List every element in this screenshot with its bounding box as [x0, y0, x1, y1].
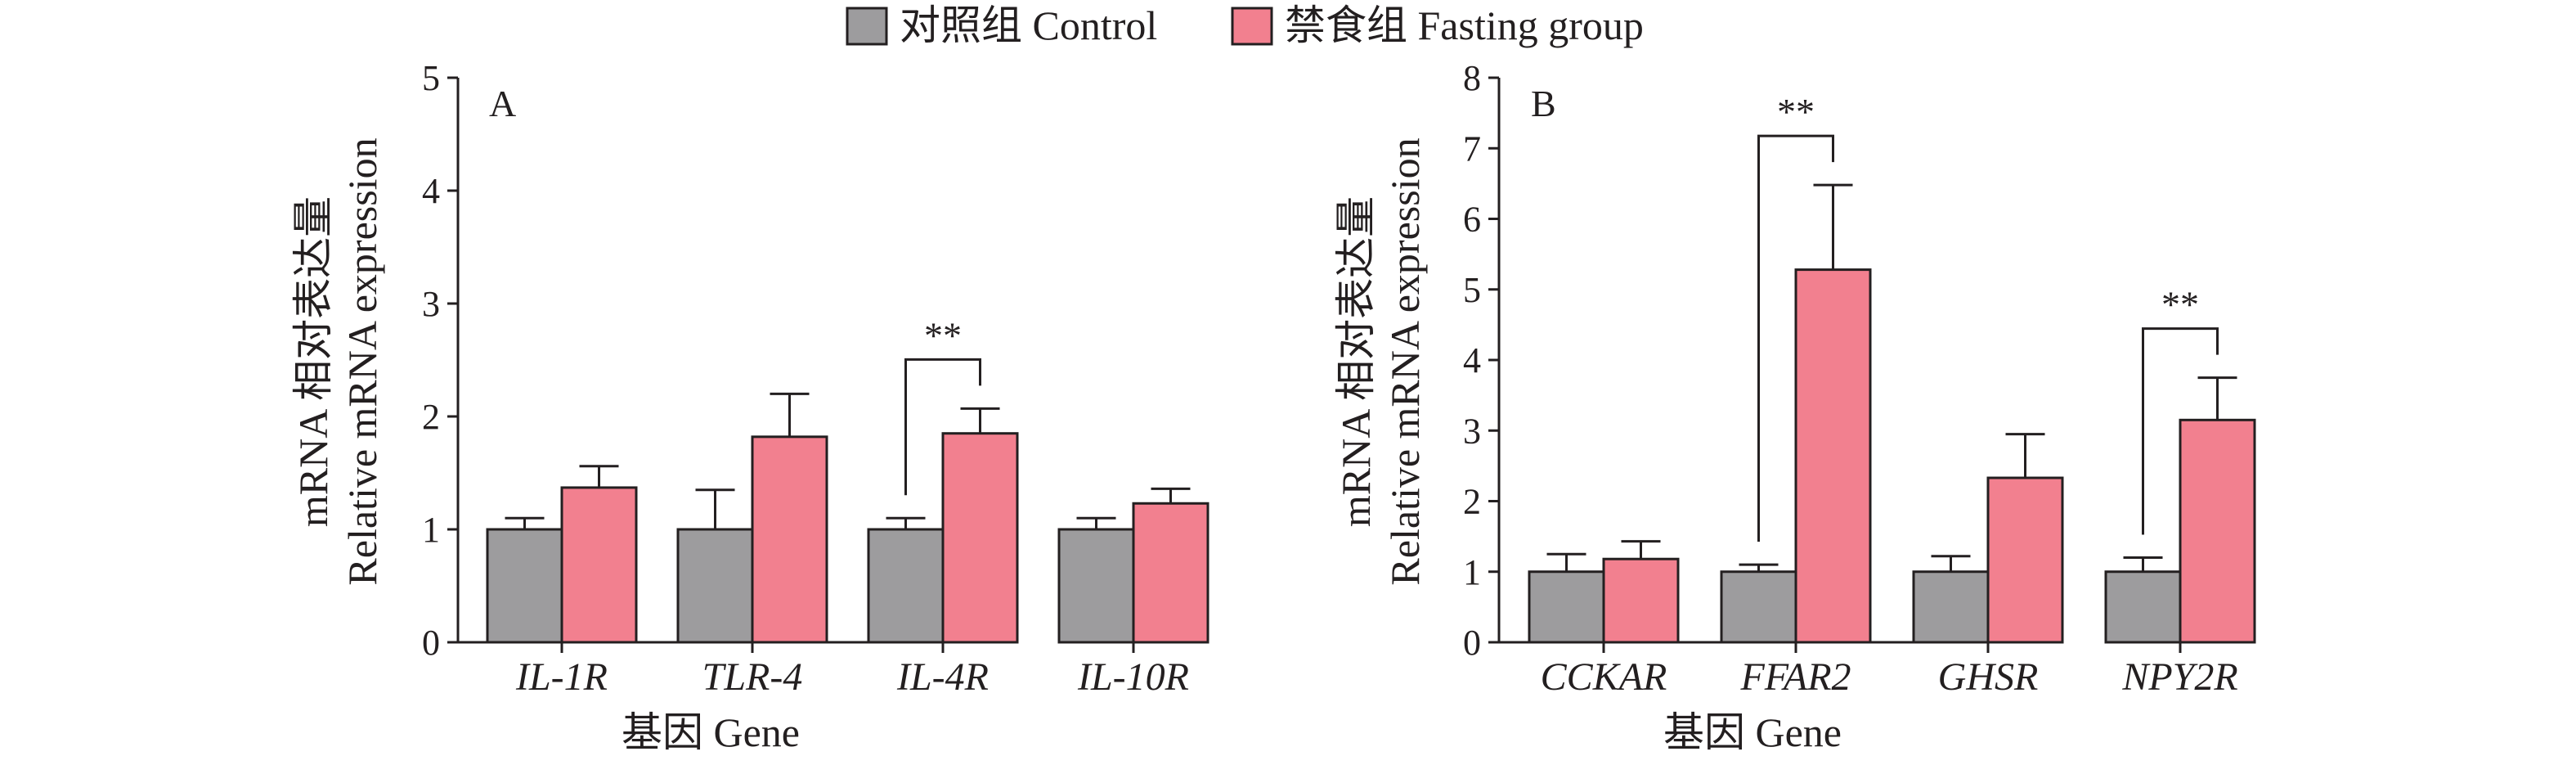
legend-label-fasting: 禁食组 Fasting group	[1285, 2, 1644, 48]
y-tick-label-b-2: 2	[1463, 482, 1481, 522]
y-tick-label-b-6: 6	[1463, 200, 1481, 240]
bar-b-fasting-1	[1794, 268, 1872, 644]
y-tick-label-b-4: 4	[1463, 340, 1481, 380]
y-axis-title-a-line2: Relative mRNA expression	[339, 137, 385, 585]
y-tick-label-a-5: 5	[422, 58, 440, 98]
bar-b-fasting-0	[1602, 557, 1680, 644]
bar-a-control-0	[486, 528, 563, 644]
bar-a-control-3	[1057, 528, 1135, 644]
y-tick-label-b-0: 0	[1463, 623, 1481, 663]
y-tick-label-b-1: 1	[1463, 552, 1481, 592]
bar-b-control-3	[2104, 570, 2182, 644]
y-tick-label-b-5: 5	[1463, 270, 1481, 310]
y-tick-label-a-0: 0	[422, 623, 440, 663]
x-tick-label-a-2: IL-4R	[896, 655, 989, 699]
bar-a-control-1	[676, 528, 754, 644]
significance-label-b-3: **	[2161, 284, 2199, 326]
panel-label-a: A	[489, 83, 516, 124]
chart-panel-a: A mRNA 相对表达量 Relative mRNA expression 基因…	[290, 58, 1209, 755]
bar-b-control-0	[1528, 570, 1605, 644]
x-tick-label-a-0: IL-1R	[515, 655, 608, 699]
bar-a-control-2	[867, 528, 945, 644]
significance-bracket-b-1	[1757, 134, 1834, 542]
x-tick-label-a-1: TLR-4	[702, 655, 803, 699]
significance-bracket-a-2	[904, 358, 981, 496]
legend-swatch-fasting	[1231, 7, 1273, 46]
bar-a-fasting-0	[560, 486, 638, 644]
bar-a-fasting-3	[1132, 502, 1209, 644]
bar-b-control-1	[1720, 570, 1797, 644]
x-tick-label-b-1: FFAR2	[1739, 655, 1851, 699]
bar-a-fasting-2	[941, 432, 1019, 644]
significance-label-b-1: **	[1777, 91, 1815, 133]
y-tick-label-a-1: 1	[422, 510, 440, 550]
y-tick-label-b-3: 3	[1463, 411, 1481, 451]
significance-label-a-2: **	[924, 314, 962, 356]
bar-b-control-2	[1912, 570, 1990, 644]
bar-b-fasting-2	[1986, 476, 2064, 644]
y-tick-label-a-2: 2	[422, 397, 440, 437]
y-tick-label-b-7: 7	[1463, 128, 1481, 169]
bar-a-fasting-1	[751, 435, 828, 644]
chart-panel-b: B mRNA 相对表达量 Relative mRNA expression 基因…	[1333, 58, 2256, 755]
y-axis-title-b-line2: Relative mRNA expression	[1382, 137, 1428, 585]
y-tick-label-b-8: 8	[1463, 58, 1481, 98]
x-axis-title-b: 基因 Gene	[1663, 709, 1842, 755]
x-tick-label-b-3: NPY2R	[2121, 655, 2237, 699]
y-axis-title-b-line1: mRNA 相对表达量	[1333, 196, 1379, 527]
y-axis-title-a-line1: mRNA 相对表达量	[290, 196, 336, 527]
y-tick-label-a-4: 4	[422, 171, 440, 211]
x-axis-title-a: 基因 Gene	[622, 709, 800, 755]
legend-swatch-control	[846, 7, 888, 46]
legend: 对照组 Control 禁食组 Fasting group	[846, 2, 1644, 48]
panel-label-b: B	[1531, 83, 1556, 124]
y-tick-label-a-3: 3	[422, 284, 440, 324]
bar-b-fasting-3	[2179, 418, 2256, 644]
x-tick-label-a-3: IL-10R	[1077, 655, 1189, 699]
x-tick-label-b-0: CCKAR	[1541, 655, 1667, 699]
significance-bracket-b-3	[2142, 327, 2219, 535]
legend-label-control: 对照组 Control	[900, 2, 1157, 48]
x-tick-label-b-2: GHSR	[1938, 655, 2039, 699]
